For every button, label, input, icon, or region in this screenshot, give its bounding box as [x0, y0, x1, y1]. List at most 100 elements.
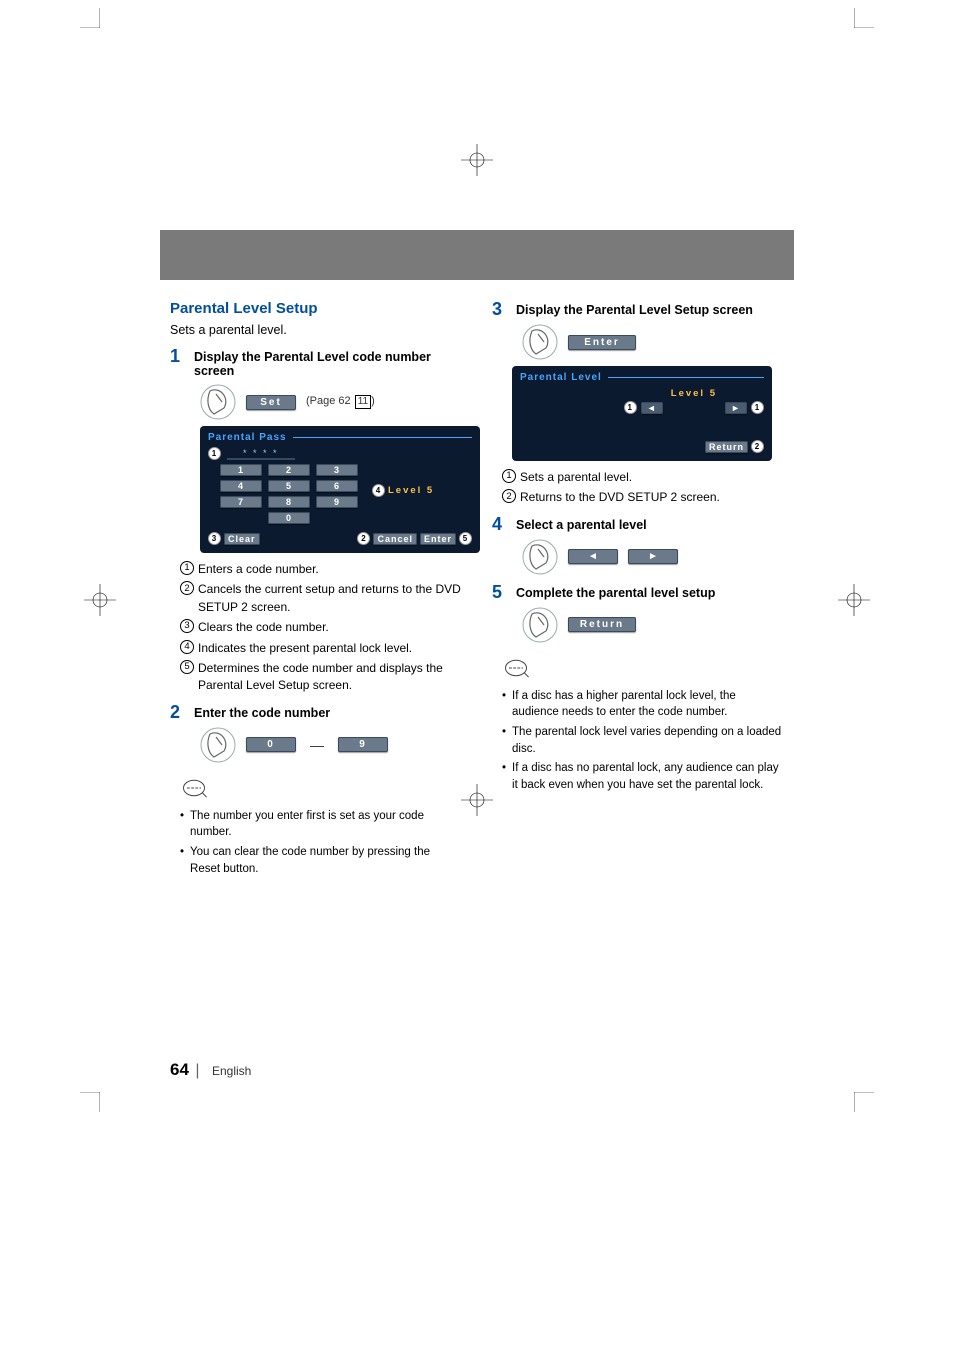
step5-action: Return — [522, 607, 784, 643]
step2-action: 0 — 9 — [200, 727, 462, 763]
callout-descriptions: 1Enters a code number. 2Cancels the curr… — [180, 561, 462, 695]
section-intro: Sets a parental level. — [170, 323, 462, 337]
marker-3: 3 — [208, 532, 221, 545]
parental-level-screen: Parental Level 1 ◄ Level 5 ► 1 Return 2 — [512, 366, 772, 461]
key-8[interactable]: 8 — [268, 496, 310, 508]
enter-button[interactable]: Enter — [568, 335, 636, 350]
step4-action: ◄ ► — [522, 539, 784, 575]
key-9-ref[interactable]: 9 — [338, 737, 388, 752]
enter-button[interactable]: Enter — [420, 533, 456, 545]
step3-action: Enter — [522, 324, 784, 360]
pageref-prefix: (Page 62 — [306, 395, 351, 407]
left-column: Parental Level Setup Sets a parental lev… — [170, 300, 462, 880]
callout-descriptions-right: 1 Sets a parental level. 2 Returns to the … — [502, 469, 784, 507]
touch-hand-icon — [200, 384, 236, 420]
marker-2: 2 — [751, 440, 764, 453]
note-icon — [502, 657, 530, 679]
keypad: 1 2 3 4 5 6 7 8 9 0 — [220, 464, 358, 524]
key-2[interactable]: 2 — [268, 464, 310, 476]
step-title: Enter the code number — [194, 703, 330, 721]
page-number: 64 — [170, 1060, 189, 1079]
step-title: Display the Parental Level code number s… — [194, 347, 462, 378]
circ-1: 1 — [180, 561, 194, 575]
desc-4: Indicates the present parental lock leve… — [198, 640, 462, 657]
content-columns: Parental Level Setup Sets a parental lev… — [60, 280, 894, 920]
parental-pass-screen: Parental Pass 1 * * * * 1 2 3 4 5 6 7 8 — [200, 426, 480, 553]
registration-mark-left — [80, 580, 120, 620]
crop-mark-tl — [80, 8, 100, 28]
registration-mark-bottom — [457, 780, 497, 820]
note-icon — [180, 777, 208, 799]
note-1: The number you enter first is set as you… — [190, 808, 462, 841]
set-button[interactable]: Set — [246, 395, 296, 410]
step1-action: Set (Page 62 11) — [200, 384, 462, 420]
key-3[interactable]: 3 — [316, 464, 358, 476]
pageref-box: 11 — [355, 395, 371, 409]
registration-mark-right — [834, 580, 874, 620]
touch-hand-icon — [522, 324, 558, 360]
step-4: 4 Select a parental level — [492, 515, 784, 533]
page-footer: 64 | English — [60, 1060, 894, 1080]
step-number: 2 — [170, 703, 186, 721]
step-title: Display the Parental Level Setup screen — [516, 300, 753, 318]
pageref-suffix: ) — [371, 395, 375, 407]
key-4[interactable]: 4 — [220, 480, 262, 492]
step-number: 4 — [492, 515, 508, 533]
step-number: 1 — [170, 347, 186, 378]
chapter-header-bar — [160, 230, 794, 280]
page: Parental Level Setup Sets a parental lev… — [0, 0, 954, 1120]
marker-5: 5 — [459, 532, 472, 545]
note-1: If a disc has a higher parental lock lev… — [512, 688, 784, 721]
desc-3: Clears the code number. — [198, 619, 462, 636]
select-left-arrow[interactable]: ◄ — [568, 549, 618, 564]
footer-language: English — [212, 1064, 251, 1078]
touch-hand-icon — [522, 539, 558, 575]
touch-hand-icon — [200, 727, 236, 763]
page-reference: (Page 62 11) — [306, 395, 375, 409]
final-notes: If a disc has a higher parental lock lev… — [502, 688, 784, 794]
key-1[interactable]: 1 — [220, 464, 262, 476]
step-number: 5 — [492, 583, 508, 601]
right-column: 3 Display the Parental Level Setup scree… — [492, 300, 784, 880]
marker-1b: 1 — [751, 401, 764, 414]
marker-4: 4 — [372, 484, 385, 497]
level-left-arrow[interactable]: ◄ — [641, 402, 663, 414]
desc-5: Determines the code number and displays … — [198, 660, 462, 695]
screen-title: Parental Level — [520, 372, 764, 383]
key-0-ref[interactable]: 0 — [246, 737, 296, 752]
step-1: 1 Display the Parental Level code number… — [170, 347, 462, 378]
step-2: 2 Enter the code number — [170, 703, 462, 721]
key-7[interactable]: 7 — [220, 496, 262, 508]
key-5[interactable]: 5 — [268, 480, 310, 492]
footer-divider: | — [195, 1062, 199, 1079]
step2-notes: The number you enter first is set as you… — [180, 808, 462, 878]
clear-button[interactable]: Clear — [224, 533, 260, 545]
step-title: Complete the parental level setup — [516, 583, 715, 601]
password-stars: * * * * — [227, 448, 295, 460]
select-right-arrow[interactable]: ► — [628, 549, 678, 564]
section-title: Parental Level Setup — [170, 300, 462, 317]
note-3: If a disc has no parental lock, any audi… — [512, 760, 784, 793]
return-button[interactable]: Return — [705, 441, 748, 453]
desc-2: Cancels the current setup and returns to… — [198, 581, 462, 616]
desc-2: Returns to the DVD SETUP 2 screen. — [520, 489, 784, 506]
circ-2: 2 — [502, 489, 516, 503]
step-number: 3 — [492, 300, 508, 318]
step-3: 3 Display the Parental Level Setup scree… — [492, 300, 784, 318]
marker-1: 1 — [624, 401, 637, 414]
circ-5: 5 — [180, 660, 194, 674]
key-9[interactable]: 9 — [316, 496, 358, 508]
step-5: 5 Complete the parental level setup — [492, 583, 784, 601]
range-dash: — — [306, 737, 328, 753]
marker-2: 2 — [357, 532, 370, 545]
key-0[interactable]: 0 — [268, 512, 310, 524]
key-6[interactable]: 6 — [316, 480, 358, 492]
cancel-button[interactable]: Cancel — [373, 533, 417, 545]
return-button[interactable]: Return — [568, 617, 636, 632]
circ-1: 1 — [502, 469, 516, 483]
step-title: Select a parental level — [516, 515, 647, 533]
desc-1: Enters a code number. — [198, 561, 462, 578]
desc-1: Sets a parental level. — [520, 469, 784, 486]
level-right-arrow[interactable]: ► — [725, 402, 747, 414]
touch-hand-icon — [522, 607, 558, 643]
